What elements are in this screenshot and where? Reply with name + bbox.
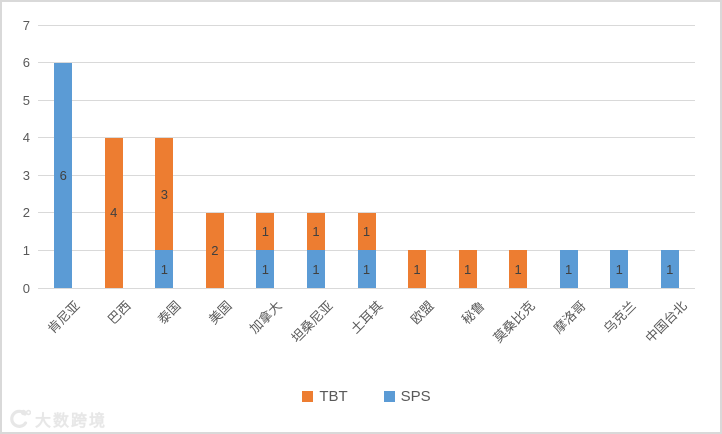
bar-segment-tbt-土耳其: 1 (357, 212, 376, 251)
bar-value-label: 1 (362, 261, 371, 277)
bar-segment-tbt-秘鲁: 1 (458, 250, 477, 288)
x-axis-category-label: 美国 (205, 298, 235, 328)
y-axis-tick-label: 5 (22, 92, 30, 108)
bar-segment-tbt-美国: 2 (205, 212, 224, 288)
watermark-text: 大数跨境 (35, 413, 108, 430)
legend-swatch-icon (383, 391, 395, 402)
bar-segment-sps-加拿大: 1 (256, 250, 275, 288)
bar-value-label: 1 (261, 261, 270, 277)
x-axis-category-label: 巴西 (104, 298, 134, 328)
x-axis-category-label: 中国台北 (642, 298, 690, 346)
watermark: 大数跨境 (9, 407, 107, 431)
bar-segment-sps-泰国: 1 (155, 250, 174, 288)
gridline (38, 287, 695, 289)
bar-value-label: 2 (211, 242, 219, 258)
bar-value-label: 4 (110, 205, 118, 221)
y-axis-tick-label: 0 (22, 280, 30, 296)
bar-value-label: 6 (59, 167, 67, 183)
x-axis-category-label: 坦桑尼亚 (288, 298, 336, 346)
x-axis-category-label: 欧盟 (407, 298, 437, 328)
bar-segment-sps-肯尼亚: 6 (54, 62, 73, 288)
bar-segment-tbt-加拿大: 1 (256, 212, 275, 251)
legend-label: TBT (319, 388, 348, 405)
bar-segment-tbt-泰国: 3 (155, 137, 174, 251)
bar-value-label: 1 (615, 261, 623, 277)
x-axis-category-label: 乌克兰 (600, 298, 639, 337)
bar-value-label: 1 (565, 261, 573, 277)
bar-value-label: 1 (362, 224, 371, 240)
bar-value-label: 1 (463, 261, 472, 277)
x-axis-category-label: 肯尼亚 (44, 298, 84, 337)
y-axis-tick-label: 4 (22, 130, 30, 146)
bar-segment-tbt-欧盟: 1 (408, 250, 427, 288)
bar-segment-sps-土耳其: 1 (357, 250, 376, 288)
x-axis-category-label: 加拿大 (246, 298, 286, 337)
x-axis-category-label: 泰国 (155, 298, 185, 328)
bar-value-label: 1 (312, 261, 320, 277)
bar-segment-sps-乌克兰: 1 (610, 250, 629, 288)
bar-segment-sps-坦桑尼亚: 1 (306, 250, 325, 288)
gridline (38, 62, 695, 64)
legend-entry-tbt: TBT (302, 388, 348, 405)
bar-value-label: 3 (160, 186, 168, 202)
bar-segment-tbt-莫桑比克: 1 (509, 250, 528, 288)
legend-label: SPS (400, 388, 431, 405)
watermark-logo-icon (10, 409, 31, 428)
gridline (38, 99, 695, 101)
bar-segment-tbt-巴西: 4 (104, 137, 123, 288)
bar-value-label: 1 (160, 261, 168, 277)
x-axis-category-label: 土耳其 (348, 298, 387, 337)
y-axis-tick-label: 7 (22, 17, 30, 33)
bar-value-label: 1 (666, 261, 674, 277)
x-axis-category-label: 秘鲁 (458, 298, 488, 328)
bar-segment-tbt-坦桑尼亚: 1 (306, 212, 325, 251)
legend-entry-sps: SPS (383, 388, 431, 405)
bar-value-label: 1 (413, 261, 421, 277)
chart-legend: TBT SPS (38, 388, 695, 405)
legend-swatch-icon (302, 391, 314, 402)
y-axis-tick-label: 2 (22, 205, 30, 221)
x-axis-category-label: 摩洛哥 (550, 298, 589, 337)
y-axis-tick-label: 6 (22, 55, 30, 71)
bar-value-label: 1 (514, 261, 522, 277)
y-axis-tick-label: 1 (22, 242, 30, 258)
y-axis-tick-label: 3 (22, 167, 30, 183)
bar-value-label: 1 (261, 224, 270, 240)
bar-segment-sps-中国台北: 1 (660, 250, 679, 288)
x-axis-category-label: 莫桑比克 (490, 298, 538, 346)
gridline (38, 174, 695, 176)
bar-value-label: 1 (312, 224, 320, 240)
gridline (38, 24, 695, 26)
gridline (38, 137, 695, 139)
bar-segment-sps-摩洛哥: 1 (559, 250, 578, 288)
